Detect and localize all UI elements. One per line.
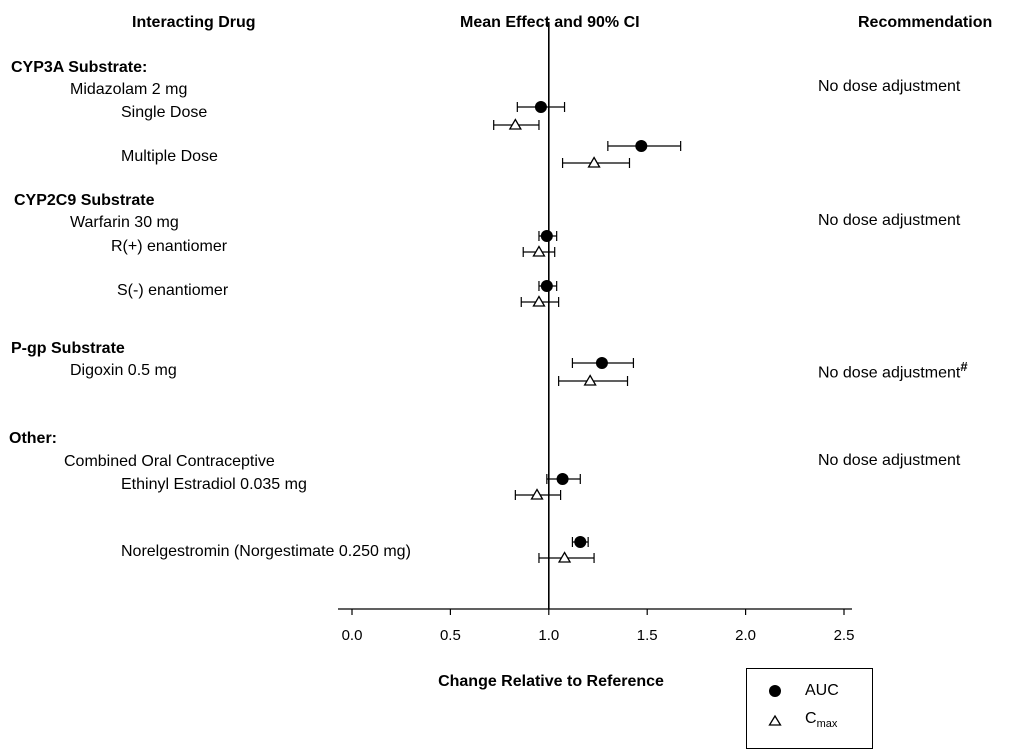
cmax-point bbox=[508, 118, 522, 130]
cmax-point bbox=[583, 374, 597, 386]
drug-label-digoxin: Digoxin 0.5 mg bbox=[70, 362, 177, 379]
cmax-point bbox=[530, 488, 544, 500]
row-label-norelgestromin: Norelgestromin (Norgestimate 0.250 mg) bbox=[121, 543, 411, 560]
recommendation-other: No dose adjustment bbox=[818, 452, 961, 469]
footnote-mark: # bbox=[960, 359, 968, 374]
header-recommendation: Recommendation bbox=[858, 14, 993, 31]
x-tick-label: 1.0 bbox=[538, 627, 559, 644]
auc-point bbox=[635, 140, 648, 152]
drug-label-combined-oral-contraceptive: Combined Oral Contraceptive bbox=[64, 453, 275, 470]
row-label-ethinyl-estradiol: Ethinyl Estradiol 0.035 mg bbox=[121, 476, 307, 493]
recommendation-cyp2c9: No dose adjustment bbox=[818, 212, 961, 229]
auc-point bbox=[574, 536, 587, 548]
legend-label-cmax: Cmax bbox=[805, 710, 838, 731]
auc-point bbox=[595, 357, 608, 369]
x-tick-label: 1.5 bbox=[637, 627, 658, 644]
row-label-r-enantiomer: R(+) enantiomer bbox=[111, 238, 228, 255]
group-title-cyp2c9: CYP2C9 Substrate bbox=[14, 192, 155, 209]
open-triangle-icon bbox=[768, 714, 782, 726]
row-label-single-dose: Single Dose bbox=[121, 104, 208, 121]
auc-point bbox=[540, 230, 553, 242]
row-label-multiple-dose: Multiple Dose bbox=[121, 148, 218, 165]
x-axis-title: Change Relative to Reference bbox=[438, 673, 664, 690]
legend-label-auc: AUC bbox=[805, 682, 839, 699]
drug-label-midazolam: Midazolam 2 mg bbox=[70, 81, 188, 98]
filled-circle-icon bbox=[769, 685, 781, 697]
auc-point bbox=[534, 101, 547, 113]
x-tick-label: 0.0 bbox=[342, 627, 363, 644]
x-tick-label: 2.0 bbox=[735, 627, 756, 644]
group-title-pgp: P-gp Substrate bbox=[11, 340, 125, 357]
cmax-point bbox=[532, 295, 546, 307]
cmax-point bbox=[587, 156, 601, 168]
auc-point bbox=[540, 280, 553, 292]
drug-label-warfarin: Warfarin 30 mg bbox=[70, 214, 179, 231]
cmax-point bbox=[557, 551, 572, 563]
legend-item-auc: AUC bbox=[747, 679, 874, 703]
group-title-cyp3a: CYP3A Substrate: bbox=[11, 59, 148, 76]
header-interacting-drug: Interacting Drug bbox=[132, 14, 256, 31]
legend: AUC Cmax bbox=[746, 668, 873, 749]
x-tick-label: 2.5 bbox=[834, 627, 855, 644]
legend-item-cmax: Cmax bbox=[747, 709, 874, 733]
recommendation-cyp3a: No dose adjustment bbox=[818, 78, 961, 95]
header-mean-effect: Mean Effect and 90% CI bbox=[460, 14, 640, 31]
cmax-point bbox=[532, 245, 546, 257]
recommendation-pgp: No dose adjustment# bbox=[818, 359, 968, 382]
row-label-s-enantiomer: S(-) enantiomer bbox=[117, 282, 229, 299]
auc-point bbox=[556, 473, 569, 485]
group-title-other: Other: bbox=[9, 430, 57, 447]
x-tick-label: 0.5 bbox=[440, 627, 461, 644]
